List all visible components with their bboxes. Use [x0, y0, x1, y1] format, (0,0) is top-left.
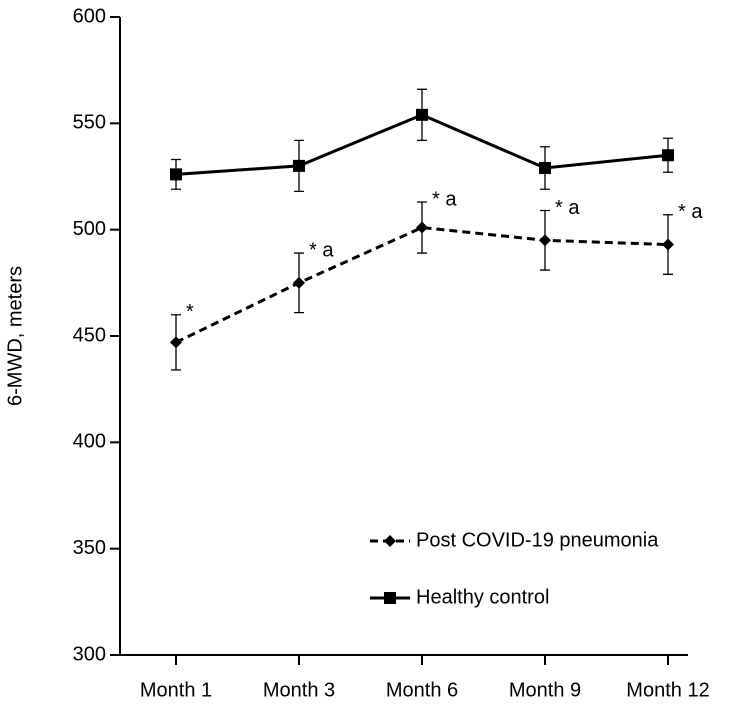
marker — [384, 535, 396, 547]
legend-label: Post COVID-19 pneumonia — [416, 529, 659, 551]
marker — [416, 108, 428, 121]
y-tick-label: 550 — [73, 112, 106, 134]
marker — [293, 159, 305, 172]
marker — [170, 336, 182, 349]
x-tick-label: Month 6 — [386, 679, 458, 701]
annotation: * — [186, 301, 194, 323]
annotation: * a — [678, 201, 703, 223]
marker — [293, 276, 305, 289]
marker — [662, 238, 674, 251]
y-tick-label: 350 — [73, 537, 106, 559]
series-line — [175, 226, 669, 344]
annotation: * a — [555, 197, 580, 219]
marker — [384, 592, 396, 604]
y-tick-label: 600 — [73, 5, 106, 27]
x-tick-label: Month 3 — [263, 679, 335, 701]
x-tick-label: Month 9 — [509, 679, 581, 701]
y-tick-label: 400 — [73, 431, 106, 453]
annotation: * a — [309, 239, 334, 261]
y-tick-label: 300 — [73, 643, 106, 665]
marker — [170, 168, 182, 181]
legend-label: Healthy control — [416, 586, 549, 608]
marker — [662, 149, 674, 162]
x-tick-label: Month 1 — [140, 679, 212, 701]
marker — [539, 161, 551, 174]
annotation: * a — [432, 188, 457, 210]
y-tick-label: 500 — [73, 218, 106, 240]
y-axis-label: 6-MWD, meters — [4, 266, 26, 406]
marker — [416, 221, 428, 234]
x-tick-label: Month 12 — [626, 679, 709, 701]
y-tick-label: 450 — [73, 324, 106, 346]
marker — [539, 234, 551, 247]
